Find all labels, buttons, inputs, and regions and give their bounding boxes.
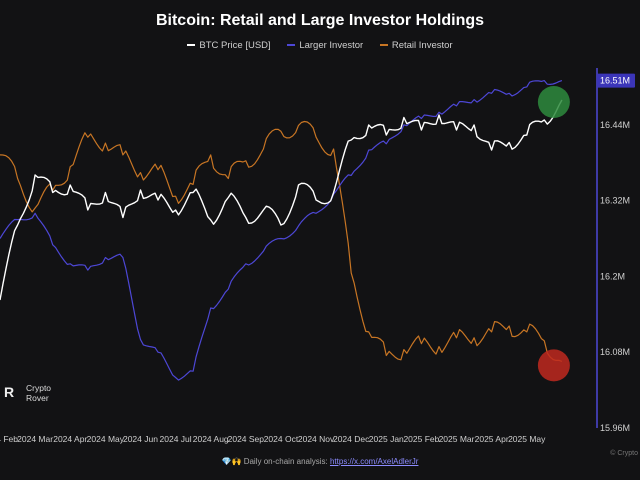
- footer-prefix: Daily on-chain analysis:: [243, 457, 330, 466]
- x-tick-label: 2024 May: [87, 434, 125, 444]
- chart-title: Bitcoin: Retail and Large Investor Holdi…: [155, 12, 485, 29]
- x-tick-label: 2024 Oct: [264, 434, 299, 444]
- footer-link[interactable]: https://x.com/AxelAdlerJr: [329, 457, 419, 466]
- x-tick-label: 2024 Apr: [53, 434, 87, 444]
- legend-item-retail[interactable]: Retail Investor: [379, 40, 453, 51]
- copyright: © Crypto: [610, 450, 638, 457]
- footer-icons: 💎🙌: [221, 457, 242, 466]
- x-tick-label: 2025 Apr: [475, 434, 509, 444]
- annotation-circle: [537, 86, 570, 118]
- x-tick-label: 2025 Jan: [369, 434, 404, 444]
- annotation-layer: [537, 86, 570, 382]
- x-tick-label: 2024 Sep: [228, 434, 265, 444]
- y-tick-label: 16.2M: [600, 271, 625, 281]
- brand-name-line1: Crypto: [26, 383, 52, 393]
- legend-label-retail: Retail Investor: [391, 40, 453, 51]
- x-tick-label: 2024 Jun: [123, 434, 158, 444]
- x-tick-label: 2024 Aug: [193, 434, 229, 444]
- brand-name-line2: Rover: [26, 393, 49, 403]
- legend-label-larger: Larger Investor: [299, 40, 364, 51]
- y-tick-label: 16.44M: [600, 120, 630, 130]
- x-tick-label: 2024 Feb: [0, 434, 18, 444]
- x-tick-label: 2024 Jul: [160, 434, 192, 444]
- series-layer: [0, 80, 563, 381]
- x-tick-label: 2025 Mar: [439, 434, 475, 444]
- legend: BTC Price [USD] Larger Investor Retail I…: [0, 40, 640, 51]
- x-tick-label: 2025 May: [508, 434, 546, 444]
- series-line-btc-price-usd-: [0, 99, 563, 301]
- x-tick-label: 2024 Dec: [333, 434, 370, 444]
- y-tick-label: 15.96M: [600, 423, 630, 433]
- series-line-larger-investor: [0, 80, 563, 381]
- y-tick-label: 16.32M: [600, 196, 630, 206]
- x-tick-label: 2024 Nov: [298, 434, 335, 444]
- x-tick-label: 2025 Feb: [403, 434, 439, 444]
- brand-mark: R: [4, 384, 15, 400]
- y-ticks: 15.96M 16.08M 16.2M 16.32M 16.44M 16.51M: [597, 73, 635, 433]
- y-highlight-box: [597, 73, 635, 88]
- x-tick-label: 2024 Mar: [17, 434, 53, 444]
- legend-item-btc[interactable]: BTC Price [USD]: [187, 40, 271, 51]
- annotation-circle: [537, 349, 570, 382]
- y-tick-label: 16.08M: [600, 347, 630, 357]
- y-highlight-label: 16.51M: [600, 76, 630, 86]
- legend-label-btc: BTC Price [USD]: [199, 40, 271, 51]
- legend-item-larger[interactable]: Larger Investor: [287, 40, 363, 51]
- series-line-retail-investor: [0, 120, 563, 362]
- footer: 💎🙌 Daily on-chain analysis: https://x.co…: [0, 457, 640, 466]
